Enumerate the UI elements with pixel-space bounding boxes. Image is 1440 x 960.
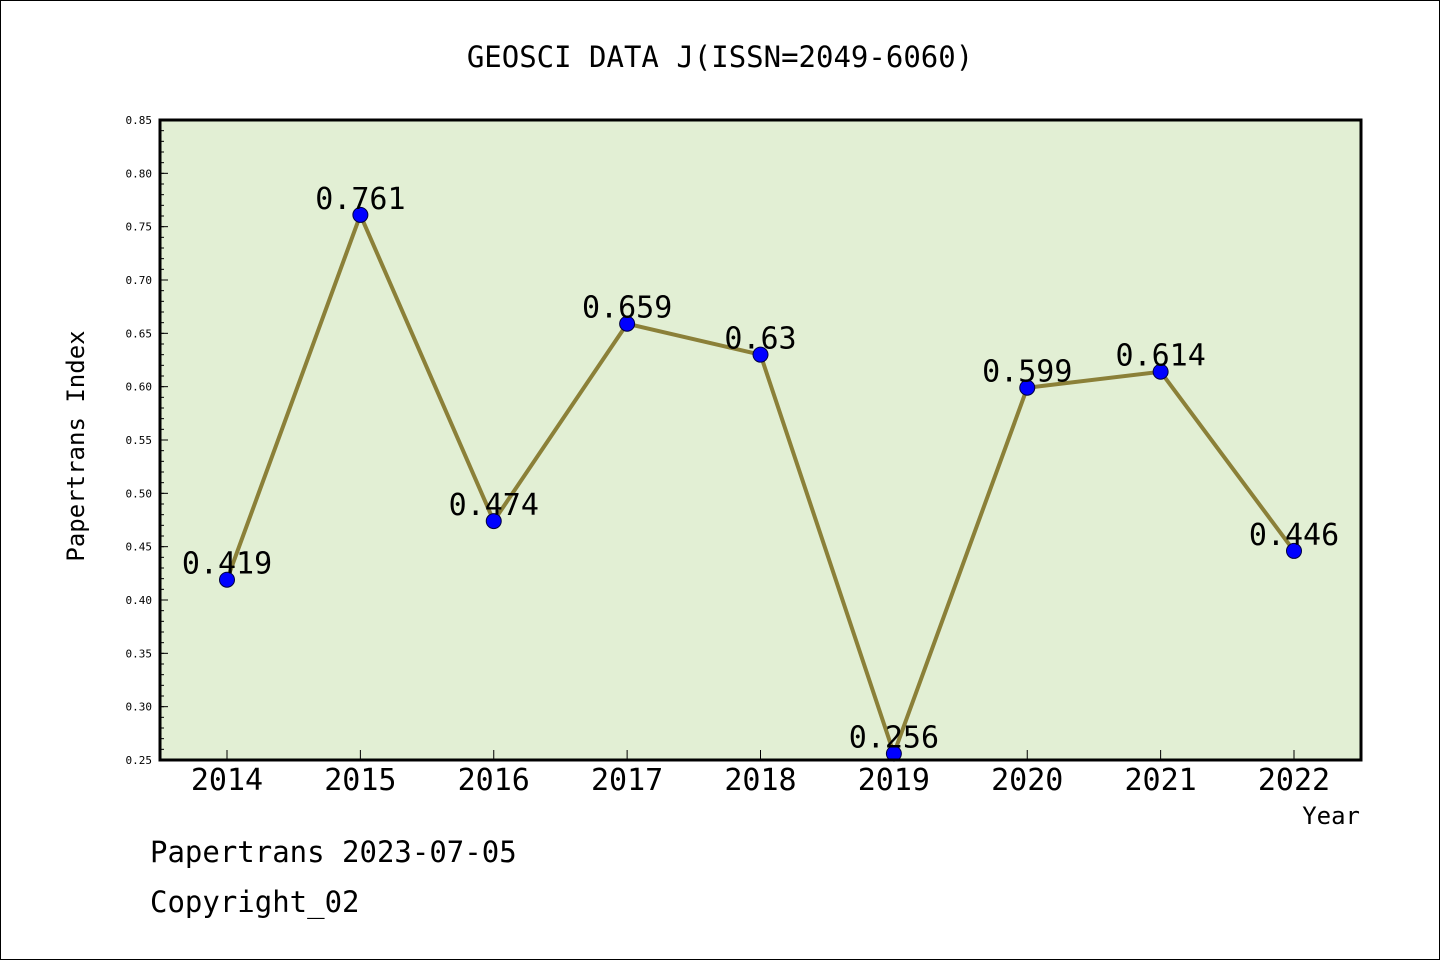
data-point (1019, 379, 1036, 396)
y-tick-label: 0.50 (126, 487, 153, 500)
plot-border (158, 118, 1363, 762)
data-points (219, 206, 1302, 762)
x-tick-label: 2017 (591, 763, 663, 798)
y-tick-label: 0.65 (126, 327, 153, 340)
chart-title: GEOSCI DATA J(ISSN=2049-6060) (467, 40, 973, 74)
data-point (352, 206, 369, 223)
data-label: 0.256 (849, 721, 939, 756)
y-tick-label: 0.70 (126, 274, 153, 287)
y-tick-label: 0.75 (126, 221, 153, 234)
y-tick-label: 0.40 (126, 594, 153, 607)
data-point (1152, 363, 1169, 380)
data-label: 0.761 (315, 182, 405, 217)
y-tick-label: 0.30 (126, 701, 153, 714)
data-point (485, 513, 502, 530)
y-tick-label: 0.80 (126, 167, 153, 180)
y-tick-label: 0.35 (126, 647, 153, 660)
y-tick-label: 0.55 (126, 434, 153, 447)
x-tick-label: 2015 (324, 763, 396, 798)
x-tick-label: 2021 (1125, 763, 1197, 798)
data-label: 0.599 (982, 355, 1072, 390)
y-axis: 0.25 0.30 0.35 0.40 0.45 0.50 0.55 0.60 0.65 0.70… (126, 114, 168, 767)
x-tick-label: 2016 (458, 763, 530, 798)
x-axis: 2014 2015 2016 2017 2018 2019 2020 2021 2022 (191, 750, 1330, 798)
y-tick-label: 0.45 (126, 541, 153, 554)
data-label: 0.659 (582, 291, 672, 326)
y-tick-label: 0.25 (126, 754, 153, 767)
data-point (219, 571, 235, 588)
data-point (1286, 542, 1302, 559)
x-tick-label: 2018 (724, 763, 796, 798)
data-point (752, 346, 769, 363)
data-labels: 0.419 0.761 0.474 0.659 0.63 0.256 0.599 0.614 0… (182, 182, 1339, 756)
y-axis-label: Papertrans Index (62, 330, 90, 561)
x-tick-label: 2022 (1258, 763, 1330, 798)
plot-area (160, 120, 1361, 760)
footer-date: Papertrans 2023-07-05 (150, 835, 517, 869)
data-label: 0.474 (449, 488, 539, 523)
x-tick-label: 2019 (858, 763, 930, 798)
x-axis-label: Year (1302, 802, 1360, 830)
x-tick-label: 2020 (991, 763, 1063, 798)
data-label: 0.63 (724, 322, 796, 357)
data-label: 0.419 (182, 547, 272, 582)
y-tick-label: 0.60 (126, 381, 153, 394)
data-label: 0.446 (1249, 518, 1339, 553)
data-point (619, 315, 636, 332)
footer-copyright: Copyright_02 (150, 885, 360, 919)
x-tick-label: 2014 (191, 763, 263, 798)
data-label: 0.614 (1115, 339, 1205, 374)
y-tick-label: 0.85 (126, 114, 153, 127)
